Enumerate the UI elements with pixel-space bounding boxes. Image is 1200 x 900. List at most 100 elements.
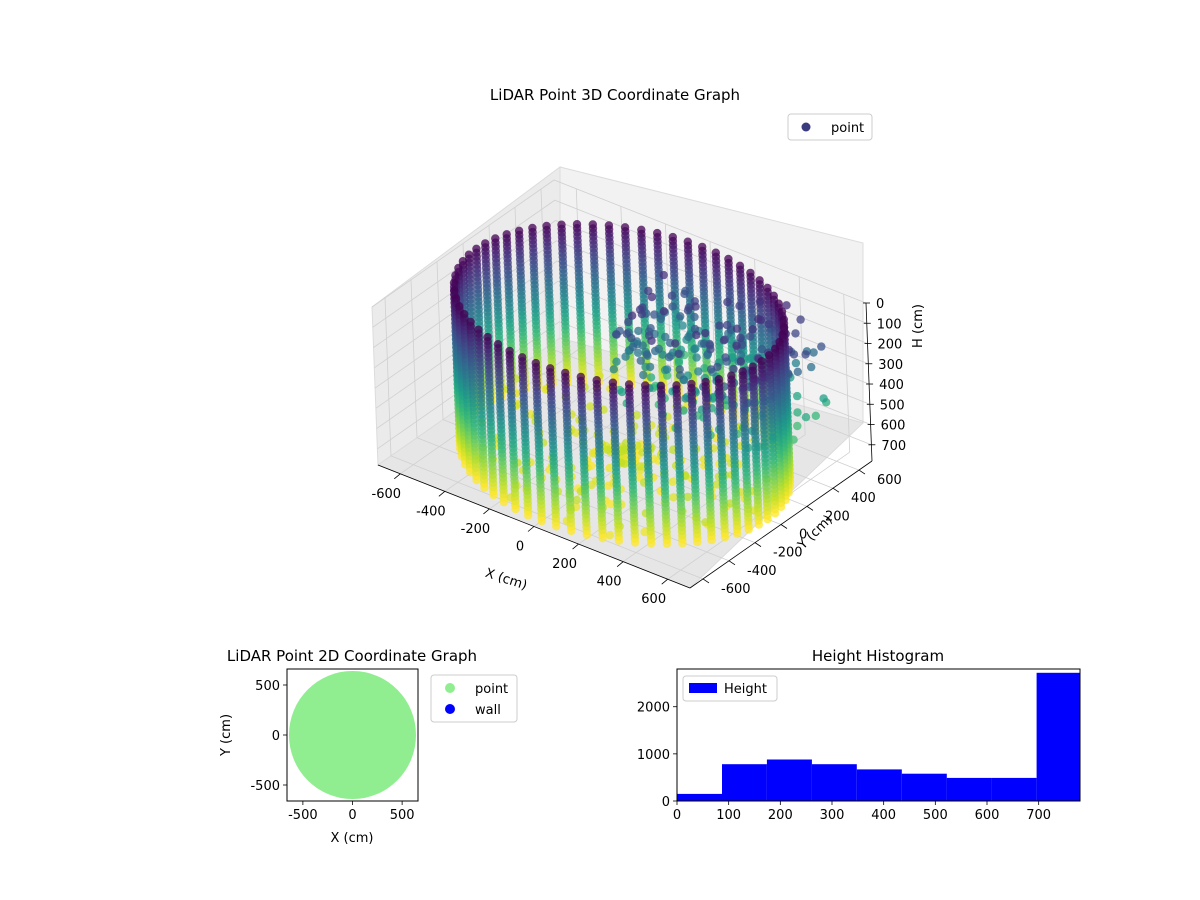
point-3d — [736, 350, 746, 360]
y-tick-label-3d: -600 — [721, 582, 751, 597]
point-3d — [630, 538, 640, 547]
x-tick-label-histogram: 400 — [871, 808, 896, 823]
y-axis-label-2d: Y (cm) — [219, 714, 234, 757]
y-tick-label-histogram: 0 — [662, 795, 670, 810]
point-3d — [789, 435, 798, 444]
point-3d — [707, 535, 716, 545]
point-3d — [678, 539, 687, 548]
point-3d — [811, 411, 820, 420]
x-tick-label-3d: -200 — [461, 522, 491, 537]
point-3d — [764, 319, 773, 329]
x-tick-label-2d: 0 — [348, 808, 356, 823]
x-tick-label-histogram: 100 — [716, 808, 741, 823]
point-3d — [614, 536, 624, 545]
y-tick-label-2d: -500 — [250, 779, 280, 794]
point-3d — [605, 463, 614, 473]
histogram-bars — [677, 672, 1080, 801]
histogram-bar — [856, 769, 902, 801]
point-3d — [796, 315, 805, 324]
x-axis-label-2d: X (cm) — [331, 831, 374, 846]
point-3d — [624, 317, 633, 327]
y-tick-label-3d: 200 — [825, 509, 850, 524]
point-3d — [793, 367, 802, 376]
z-tick-label-3d: 0 — [876, 297, 884, 312]
point-3d — [809, 348, 818, 357]
y-tick-label-3d: -200 — [773, 546, 803, 561]
point-3d — [466, 468, 475, 477]
point-3d — [793, 391, 802, 401]
point-3d — [633, 348, 643, 357]
legend-2d-point-label: point — [475, 682, 508, 697]
chart-2d-title: LiDAR Point 2D Coordinate Graph — [227, 647, 477, 665]
point-3d — [819, 394, 828, 403]
point-3d — [472, 475, 481, 485]
point-3d — [644, 286, 653, 296]
point-3d — [647, 292, 657, 302]
point-3d — [733, 529, 742, 538]
point-3d — [617, 387, 627, 397]
y-tick-label-3d: 0 — [799, 528, 807, 543]
point-3d — [511, 504, 520, 514]
point-3d — [537, 516, 546, 526]
x-tick-label-histogram: 600 — [975, 808, 1000, 823]
point-3d — [640, 527, 649, 537]
point-3d — [588, 449, 598, 458]
point-3d — [729, 364, 738, 374]
point-3d — [691, 302, 700, 311]
point-3d — [646, 324, 655, 333]
histogram-bar — [766, 759, 812, 801]
legend-2d: point wall — [430, 674, 518, 723]
x-tick-label-3d: 200 — [552, 557, 577, 572]
point-3d — [606, 500, 615, 509]
z-axis-label-3d: H (cm) — [911, 304, 926, 348]
point-3d — [721, 353, 730, 362]
point-3d — [632, 411, 641, 420]
point-3d — [621, 352, 630, 361]
legend-histogram-label: Height — [724, 682, 767, 697]
point-3d — [647, 539, 656, 548]
legend-3d-marker — [801, 122, 811, 132]
point-3d — [587, 480, 596, 490]
point-3d — [639, 370, 648, 380]
point-3d — [719, 336, 729, 345]
point-3d — [489, 490, 498, 500]
point-3d — [667, 291, 677, 300]
point-3d — [692, 353, 701, 362]
histogram-title: Height Histogram — [812, 647, 944, 665]
x-tick-label-histogram: 300 — [820, 808, 845, 823]
point-3d — [642, 350, 651, 359]
x-tick-label-histogram: 700 — [1026, 808, 1051, 823]
point-3d — [690, 344, 699, 354]
chart-2d: LiDAR Point 2D Coordinate Graph -500 0 500… — [219, 647, 518, 846]
scatter-3d-points — [449, 220, 831, 548]
point-3d — [744, 525, 753, 534]
point-3d — [634, 326, 643, 336]
point-3d — [763, 515, 772, 524]
point-3d — [723, 297, 732, 307]
histogram-bar — [1036, 672, 1080, 801]
point-3d — [627, 311, 637, 320]
point-3d — [720, 533, 730, 542]
point-3d — [674, 349, 683, 358]
point-3d — [754, 520, 763, 529]
point-3d — [658, 350, 667, 359]
z-tick-label-3d: 200 — [878, 338, 903, 353]
legend-3d: point — [787, 113, 873, 141]
ticks-2d: -500 0 500 -500 0 500 — [250, 679, 414, 823]
x-tick-label-histogram: 500 — [923, 808, 948, 823]
point-3d — [770, 509, 780, 518]
point-3d — [675, 365, 684, 374]
point-3d — [603, 445, 613, 455]
point-3d — [694, 367, 703, 376]
point-3d — [664, 353, 674, 362]
point-3d — [715, 321, 724, 330]
y-tick-label-2d: 500 — [255, 679, 280, 694]
point-3d — [612, 330, 621, 339]
point-3d — [706, 365, 716, 374]
point-3d — [586, 402, 595, 411]
legend-2d-wall-marker — [445, 704, 455, 714]
chart-histogram: Height Histogram 0 100 200 300 400 500 600 7000… — [637, 647, 1081, 823]
point-3d — [723, 320, 732, 330]
x-tick-label-histogram: 0 — [673, 808, 681, 823]
point-3d — [817, 342, 826, 351]
